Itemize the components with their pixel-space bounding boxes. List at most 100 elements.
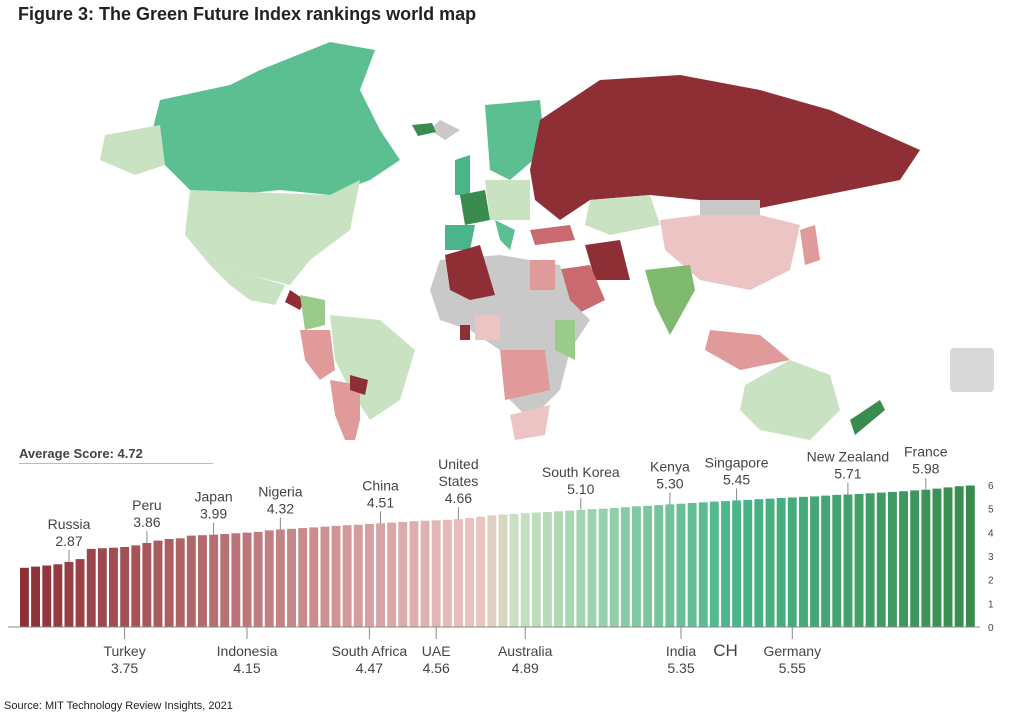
map-spain	[445, 225, 475, 250]
country-score: 5.30	[656, 475, 683, 491]
bar	[454, 519, 463, 627]
bar	[142, 543, 152, 627]
bar	[843, 494, 853, 627]
y-tick-label: 4	[988, 528, 994, 539]
map-france	[460, 190, 490, 225]
bar	[654, 505, 664, 627]
chart-title: Figure 3: The Green Future Index ranking…	[18, 4, 477, 24]
bar	[465, 518, 474, 627]
map-peru	[300, 330, 335, 380]
bar	[832, 494, 842, 627]
map-se-asia	[705, 330, 790, 370]
map-south-africa	[510, 405, 550, 440]
bar	[810, 496, 819, 627]
map-scandinavia	[485, 100, 545, 180]
country-name: France	[904, 444, 948, 460]
country-score: 3.99	[200, 506, 227, 522]
bar	[53, 564, 63, 627]
map-mexico	[210, 265, 285, 305]
map-japan	[800, 225, 820, 265]
bar	[620, 507, 630, 627]
bar	[965, 485, 975, 627]
bar	[765, 498, 775, 627]
map-greenland	[430, 120, 460, 140]
country-name: CH	[713, 641, 738, 660]
map-paraguay	[350, 375, 368, 395]
country-score: 5.45	[723, 471, 750, 487]
bar	[186, 535, 196, 627]
bar	[253, 531, 263, 627]
y-tick-label: 0	[988, 623, 994, 634]
y-tick-label: 6	[988, 481, 994, 492]
bar	[153, 540, 163, 627]
bar	[320, 526, 330, 627]
map-china	[660, 210, 800, 290]
bar	[387, 522, 397, 627]
country-score: 4.47	[356, 660, 383, 676]
map-iran	[585, 240, 630, 280]
country-score: 4.51	[367, 494, 394, 510]
map-australia	[740, 360, 840, 440]
bar	[876, 492, 886, 627]
country-score: 3.75	[111, 660, 138, 676]
bar	[31, 566, 40, 627]
country-score: 5.10	[567, 481, 594, 497]
country-score: 4.56	[423, 660, 450, 676]
bar	[687, 503, 697, 627]
average-score-label: Average Score: 4.72	[19, 446, 143, 461]
country-name: United	[438, 456, 478, 472]
bar	[565, 510, 575, 627]
country-name: Indonesia	[217, 643, 278, 659]
bar	[97, 548, 107, 627]
bar	[910, 490, 920, 627]
bar	[309, 527, 319, 627]
bar	[888, 491, 897, 627]
map-colombia	[300, 295, 325, 330]
bar	[598, 508, 608, 627]
country-name: UAE	[422, 643, 451, 659]
bar	[643, 505, 653, 627]
map-drc	[500, 350, 550, 400]
bar	[743, 499, 753, 627]
bar	[776, 498, 786, 627]
bar	[342, 525, 352, 627]
country-score: 5.55	[779, 660, 806, 676]
bar	[498, 514, 508, 627]
bar	[198, 535, 207, 627]
y-tick-label: 3	[988, 552, 994, 563]
map-argentina	[330, 380, 360, 440]
country-score: 5.71	[834, 466, 861, 482]
bar	[409, 521, 419, 627]
bar	[109, 547, 118, 627]
country-name: Nigeria	[258, 484, 303, 500]
bar	[665, 504, 675, 627]
bar	[398, 521, 408, 627]
bar	[353, 524, 363, 627]
bar	[175, 538, 185, 628]
country-name: India	[666, 643, 697, 659]
bar	[287, 528, 296, 627]
bar	[899, 491, 908, 627]
country-score: 4.15	[233, 660, 260, 676]
map-egypt	[530, 260, 555, 290]
bar	[275, 529, 285, 627]
country-name: Turkey	[103, 643, 145, 659]
bar	[676, 503, 686, 627]
map-uk	[455, 155, 470, 195]
bar	[932, 488, 942, 627]
country-score: 4.89	[512, 660, 539, 676]
bar	[264, 530, 274, 627]
